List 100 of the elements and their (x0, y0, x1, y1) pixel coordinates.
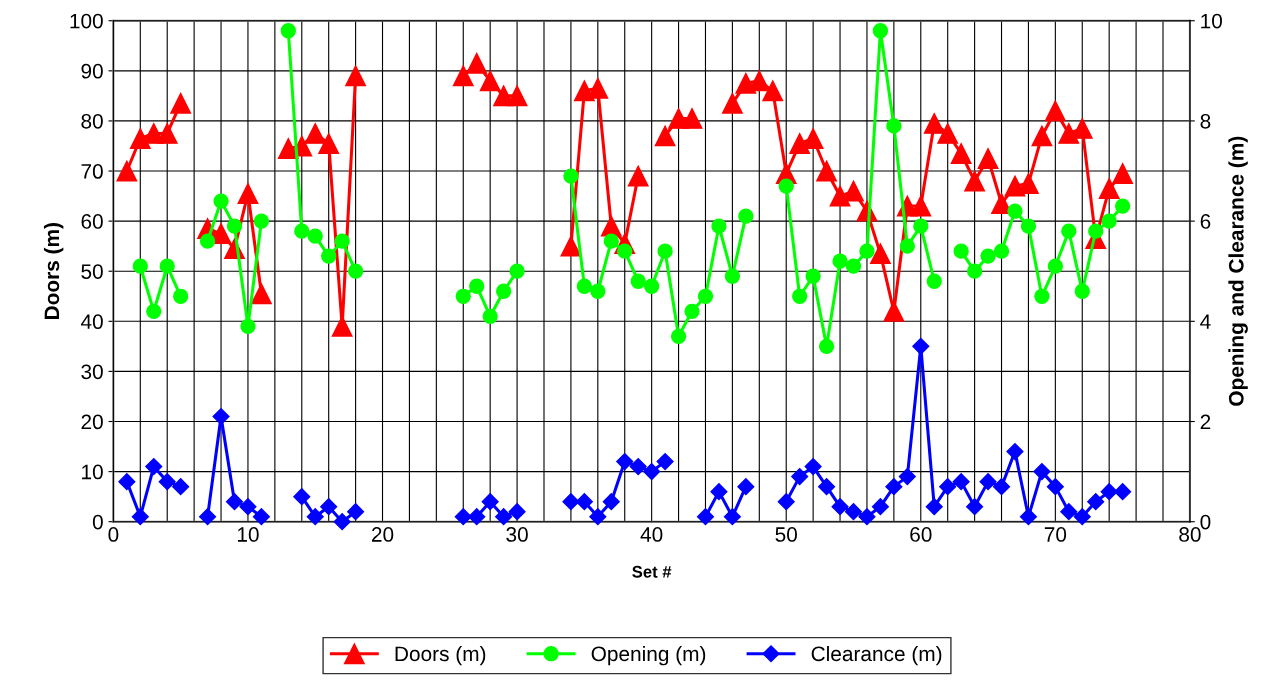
point (508, 503, 526, 521)
point (495, 283, 512, 299)
point (992, 478, 1011, 496)
point (118, 473, 136, 491)
point (589, 508, 607, 526)
point (239, 498, 257, 516)
point (966, 263, 983, 279)
point (952, 473, 970, 491)
point (293, 488, 311, 506)
x-tick-label: 30 (506, 527, 528, 542)
point (737, 478, 755, 496)
point (738, 208, 754, 224)
point (495, 508, 513, 526)
point (923, 113, 945, 134)
point (602, 493, 620, 511)
point (721, 92, 743, 114)
point (213, 193, 229, 209)
point (307, 228, 323, 244)
point (913, 218, 929, 234)
y-tick-label: 70 (81, 164, 103, 179)
point (1114, 483, 1132, 501)
point (684, 303, 700, 319)
point (629, 458, 647, 476)
point (158, 473, 176, 491)
point (710, 483, 728, 501)
point (926, 273, 942, 289)
y-tick-label: 20 (81, 414, 103, 430)
point (321, 248, 337, 264)
point (980, 248, 996, 264)
point (131, 508, 149, 526)
point (844, 503, 863, 521)
x-tick-label: 50 (775, 527, 797, 542)
x-axis-title: Set # (632, 565, 672, 578)
point (616, 453, 634, 471)
point (791, 468, 809, 486)
point (199, 233, 216, 249)
point (304, 123, 326, 144)
point (576, 278, 593, 294)
point (562, 493, 580, 511)
point (345, 65, 367, 87)
point (1033, 463, 1051, 481)
x-tick-label: 20 (371, 527, 394, 542)
point (1046, 478, 1064, 496)
x-tick-label: 60 (910, 527, 932, 542)
point (479, 70, 501, 92)
point (979, 473, 997, 491)
point (925, 498, 943, 516)
point (845, 258, 862, 274)
point (816, 160, 838, 182)
point (643, 463, 661, 481)
point (156, 123, 178, 144)
point (1034, 288, 1050, 304)
point (237, 183, 259, 204)
point (778, 178, 794, 194)
y-tick-label: 80 (81, 113, 103, 129)
point (802, 128, 824, 149)
y-tick-label: 100 (70, 13, 103, 29)
point (146, 303, 162, 319)
point (280, 23, 296, 39)
point (871, 498, 889, 516)
point (600, 215, 622, 237)
point (818, 338, 835, 355)
y-tick-label: 10 (82, 464, 103, 480)
point (670, 328, 687, 344)
point (1073, 508, 1091, 526)
point (333, 513, 351, 531)
point (977, 148, 999, 169)
point (481, 493, 499, 511)
legend-label: Doors (m) (395, 645, 486, 666)
x-tick-label: 10 (237, 527, 259, 542)
point (869, 243, 891, 265)
point (225, 493, 244, 511)
x-tick-label: 80 (1179, 527, 1201, 542)
point (859, 243, 875, 259)
point (991, 193, 1012, 215)
y2-tick-label: 6 (1200, 214, 1211, 229)
point (792, 288, 808, 304)
point (145, 458, 163, 476)
point (1098, 178, 1120, 199)
point (1088, 223, 1104, 239)
y-axis-title: Doors (m) (43, 223, 64, 320)
point (590, 283, 606, 299)
point (910, 195, 932, 217)
point (711, 218, 727, 234)
point (966, 498, 984, 516)
point (1018, 173, 1039, 194)
y2-tick-label: 0 (1200, 514, 1211, 530)
point (883, 300, 905, 322)
point (132, 258, 148, 274)
point (603, 233, 619, 249)
point (630, 273, 646, 289)
point (832, 253, 848, 269)
point (1044, 100, 1066, 122)
legend-label: Opening (m) (591, 645, 706, 666)
point (240, 318, 256, 334)
point (1060, 503, 1078, 521)
point (1031, 125, 1053, 147)
point (252, 508, 270, 526)
point (1061, 223, 1077, 239)
point (831, 498, 849, 516)
